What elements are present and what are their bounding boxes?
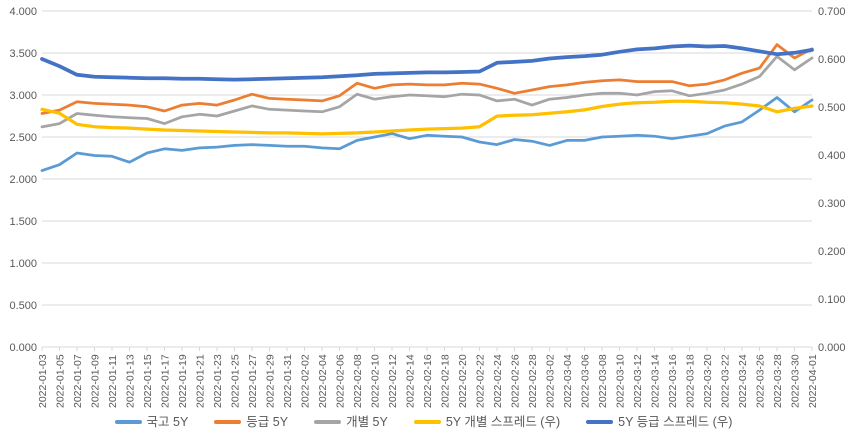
- series-line-individual-5y: [40, 55, 814, 129]
- x-axis-date-label: 2022-02-26: [510, 354, 522, 408]
- x-axis-date-label: 2022-01-23: [212, 354, 224, 408]
- legend-item-govt-5y: 국고 5Y: [114, 414, 189, 429]
- x-axis-date-label: 2022-01-27: [247, 354, 259, 408]
- legend-label: 5Y 등급 스프레드 (우): [618, 414, 733, 429]
- legend-line-swatch: [586, 420, 614, 424]
- left-axis-tick-label: 0.000: [9, 342, 37, 354]
- left-axis-tick-label: 4.000: [9, 6, 37, 18]
- legend-label: 개별 5Y: [346, 414, 388, 429]
- x-axis-date-label: 2022-02-08: [352, 354, 364, 408]
- chart-legend: 국고 5Y 등급 5Y 개별 5Y 5Y 개별 스프레드 (우) 5Y 등급 스프레드 …: [0, 411, 847, 433]
- x-axis-date-label: 2022-01-05: [55, 354, 67, 408]
- x-axis-date-label: 2022-03-12: [632, 354, 644, 408]
- right-axis-tick-label: 0.700: [818, 6, 846, 18]
- x-axis-date-label: 2022-01-13: [125, 354, 137, 408]
- x-axis-date-label: 2022-03-02: [545, 354, 557, 408]
- left-axis-tick-label: 0.500: [9, 300, 37, 312]
- x-axis-date-label: 2022-01-03: [37, 354, 49, 408]
- x-axis-date-label: 2022-02-16: [422, 354, 434, 408]
- x-axis-date-label: 2022-03-14: [650, 354, 662, 408]
- x-axis-date-label: 2022-03-28: [772, 354, 784, 408]
- legend-item-rating-5y: 등급 5Y: [214, 416, 288, 429]
- right-axis-tick-label: 0.500: [818, 102, 846, 114]
- x-axis-date-label: 2022-03-22: [720, 354, 732, 408]
- x-axis-date-label: 2022-01-29: [265, 354, 277, 408]
- right-axis-tick-label: 0.000: [818, 342, 846, 354]
- legend-line-swatch: [114, 420, 142, 424]
- x-axis-date-label: 2022-02-06: [335, 354, 347, 408]
- x-axis-date-label: 2022-02-10: [370, 354, 382, 408]
- x-axis-labels: 2022-01-03 2022-01-05 2022-01-07 2022-01-09…: [37, 354, 819, 408]
- legend-label: 국고 5Y: [146, 414, 189, 429]
- x-axis-date-label: 2022-03-30: [790, 354, 802, 408]
- x-axis-date-label: 2022-03-06: [580, 354, 592, 408]
- series-line-rating-5y: [40, 43, 814, 115]
- right-axis-tick-label: 0.400: [818, 150, 846, 162]
- legend-item-individual-5y: 개별 5Y: [314, 416, 388, 429]
- x-axis-date-label: 2022-02-12: [387, 354, 399, 408]
- x-axis-date-label: 2022-01-15: [142, 354, 154, 408]
- right-axis-tick-label: 0.600: [818, 54, 846, 66]
- left-axis-tick-label: 2.000: [9, 174, 37, 186]
- x-axis-date-label: 2022-03-18: [685, 354, 697, 408]
- legend-line-swatch: [314, 420, 342, 424]
- x-axis-date-label: 2022-03-16: [667, 354, 679, 408]
- x-axis-date-label: 2022-01-11: [107, 355, 119, 408]
- series-line-individual-spread-right: [40, 99, 814, 136]
- right-axis-tick-label: 0.300: [818, 198, 846, 210]
- x-axis-date-label: 2022-02-22: [475, 354, 487, 408]
- legend-item-rating-spread-right: 5Y 등급 스프레드 (우): [586, 416, 732, 429]
- x-axis-date-label: 2022-02-18: [440, 354, 452, 408]
- right-axis-labels: 0.000 0.100 0.200 0.300 0.400 0.500 0.600 0.700: [818, 6, 846, 354]
- x-axis-date-label: 2022-03-08: [597, 354, 609, 408]
- gridlines: [42, 10, 812, 348]
- x-axis-date-label: 2022-03-20: [702, 354, 714, 408]
- right-axis-tick-label: 0.200: [818, 246, 846, 258]
- left-axis-labels: 0.000 0.500 1.000 1.500 2.000 2.500 3.000 3.500…: [9, 6, 37, 354]
- left-axis-tick-label: 2.500: [9, 132, 37, 144]
- legend-line-swatch: [413, 420, 441, 424]
- series-line-govt-5y: [40, 96, 814, 172]
- left-axis-tick-label: 1.000: [9, 258, 37, 270]
- x-axis-date-label: 2022-02-14: [405, 354, 417, 408]
- right-axis-tick-label: 0.100: [818, 294, 846, 306]
- x-axis-date-label: 2022-01-25: [230, 354, 242, 408]
- legend-label: 등급 5Y: [246, 414, 289, 429]
- legend-line-swatch: [214, 420, 242, 424]
- series-line-rating-spread-right: [40, 43, 814, 82]
- x-axis-date-label: 2022-01-07: [72, 354, 84, 408]
- x-axis-date-label: 2022-01-21: [195, 354, 207, 408]
- x-axis-date-label: 2022-03-26: [755, 354, 767, 408]
- x-axis-date-label: 2022-02-04: [317, 354, 329, 408]
- x-axis-date-label: 2022-04-01: [807, 354, 819, 408]
- left-axis-tick-label: 3.000: [9, 90, 37, 102]
- left-axis-tick-label: 1.500: [9, 216, 37, 228]
- x-axis-date-label: 2022-03-24: [737, 354, 749, 408]
- x-axis-date-label: 2022-03-04: [562, 354, 574, 408]
- x-axis-date-label: 2022-02-02: [300, 354, 312, 408]
- legend-label: 5Y 개별 스프레드 (우): [445, 414, 561, 429]
- x-axis-date-label: 2022-02-28: [527, 354, 539, 408]
- left-axis-tick-label: 3.500: [9, 48, 37, 60]
- legend-item-individual-spread-right: 5Y 개별 스프레드 (우): [413, 414, 561, 429]
- x-axis-date-label: 2022-01-31: [282, 354, 294, 408]
- x-axis-date-label: 2022-02-24: [492, 354, 504, 408]
- x-axis-ticks: [41, 347, 813, 351]
- x-axis-date-label: 2022-03-10: [615, 354, 627, 408]
- x-axis-date-label: 2022-01-09: [90, 354, 102, 408]
- x-axis-date-label: 2022-02-20: [457, 354, 469, 408]
- x-axis-date-label: 2022-01-19: [177, 354, 189, 408]
- x-axis-date-label: 2022-01-17: [160, 354, 172, 408]
